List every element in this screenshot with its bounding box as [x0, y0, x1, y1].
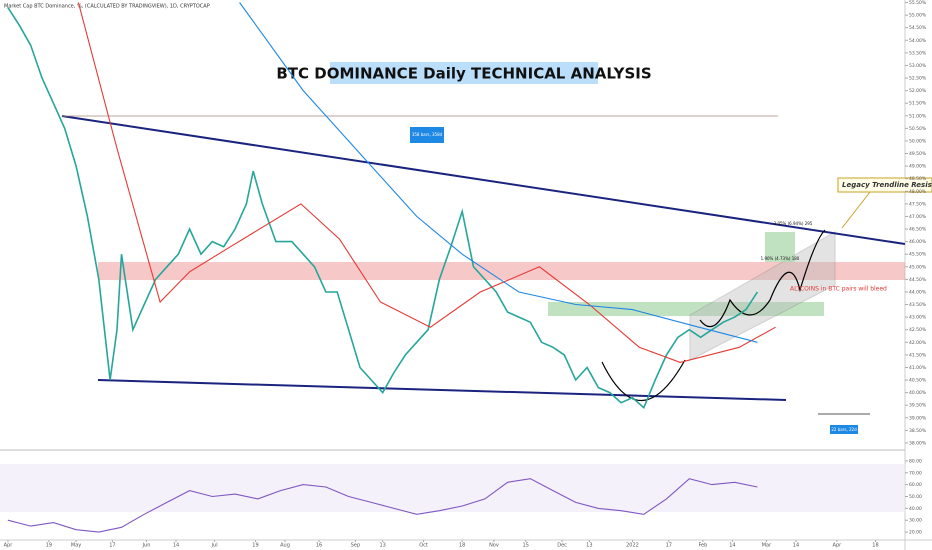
y-tick-label: 50.00% — [909, 138, 927, 144]
y-tick-label: 40.00 — [909, 506, 922, 512]
y-tick-label: 47.50% — [909, 201, 927, 207]
x-tick-label: Feb — [698, 543, 707, 549]
y-tick-label: 52.00% — [909, 88, 927, 94]
y-tick-label: 38.00% — [909, 440, 927, 446]
chart-subtitle: Market Cap BTC Dominance, %, (CALCULATED… — [4, 4, 210, 10]
y-tick-label: 48.50% — [909, 176, 927, 182]
y-tick-label: 43.00% — [909, 315, 927, 321]
x-tick-label: 18 — [872, 543, 878, 549]
y-tick-label: 41.00% — [909, 365, 927, 371]
series-line — [77, 2, 776, 363]
y-tick-label: 40.00% — [909, 390, 927, 396]
y-tick-label: 45.50% — [909, 252, 927, 258]
trendline-upper — [61, 115, 906, 245]
x-tick-label: Aug — [280, 543, 290, 549]
measure-box — [410, 127, 444, 143]
series-line — [239, 2, 758, 343]
data-layer: 38.00% 38.50% 39.00% 39.50% 40.00% 40.50% 41.0… — [4, 0, 927, 548]
x-tick-label: 19 — [252, 543, 258, 549]
x-tick-label: 17 — [109, 543, 115, 549]
chart-title: BTC DOMINANCE Daily TECHNICAL ANALYSIS — [276, 65, 651, 83]
x-tick-label: 15 — [523, 543, 529, 549]
y-tick-label: 41.50% — [909, 352, 927, 358]
y-tick-label: 46.00% — [909, 239, 927, 245]
y-tick-label: 80.00 — [909, 458, 922, 464]
y-tick-label: 44.50% — [909, 277, 927, 283]
x-tick-label: 13 — [379, 543, 385, 549]
y-tick-label: 30.00 — [909, 518, 922, 524]
callout-text: Legacy Trendline Resistance — [842, 181, 932, 189]
measure-text: 1.90% (4.73%) 180 — [761, 256, 800, 261]
x-tick-label: Jun — [142, 543, 151, 549]
x-tick-label: May — [71, 543, 81, 549]
y-tick-label: 39.50% — [909, 403, 927, 409]
cup-curve — [601, 359, 686, 401]
x-tick-label: 14 — [729, 543, 735, 549]
callout-box — [837, 177, 932, 193]
y-tick-label: 54.50% — [909, 25, 927, 31]
support-zone — [548, 302, 824, 316]
projection — [699, 229, 826, 328]
y-tick-label: 49.50% — [909, 151, 927, 157]
x-tick-label: Apr — [4, 543, 14, 549]
x-tick-label: 18 — [459, 543, 465, 549]
y-tick-label: 38.50% — [909, 428, 927, 434]
y-tick-label: 55.50% — [909, 0, 927, 6]
y-tick-label: 47.00% — [909, 214, 927, 220]
rsi-band — [0, 464, 905, 512]
target-box — [765, 232, 795, 262]
resistance-zone — [98, 262, 905, 280]
y-tick-label: 50.50% — [909, 126, 927, 132]
x-tick-label: Mar — [762, 543, 772, 549]
measure-text: 22 bars, 22d — [831, 427, 857, 432]
trendline-lower — [97, 379, 787, 401]
y-tick-label: 51.00% — [909, 113, 927, 119]
x-tick-label: Jul — [211, 543, 218, 549]
x-tick-label: 14 — [793, 543, 799, 549]
x-tick-label: 19 — [46, 543, 52, 549]
x-tick-label: Apr — [833, 543, 843, 549]
y-tick-label: 39.00% — [909, 415, 927, 421]
note: ALTCOINS in BTC pairs will bleed — [790, 286, 887, 293]
title-bg — [330, 62, 598, 84]
x-tick-label: 13 — [586, 543, 592, 549]
measure-box — [830, 425, 858, 434]
y-tick-label: 54.00% — [909, 38, 927, 44]
title-box: BTC DOMINANCE Daily TECHNICAL ANALYSIS — [276, 62, 652, 84]
y-tick-label: 50.00 — [909, 494, 922, 500]
measure-text: 358 bars, 358d — [412, 132, 443, 137]
x-tick-label: 14 — [173, 543, 179, 549]
measure-text: 3.05% (6.94%) 295 — [774, 221, 813, 226]
y-tick-label: 70.00 — [909, 470, 922, 476]
x-tick-label: 2022 — [626, 543, 639, 549]
callout-line — [841, 191, 871, 229]
x-tick-label: Dec — [557, 543, 567, 549]
x-tick-label: 16 — [316, 543, 322, 549]
y-tick-label: 40.50% — [909, 378, 927, 384]
y-tick-label: 48.00% — [909, 189, 927, 195]
y-tick-label: 43.50% — [909, 302, 927, 308]
y-tick-label: 49.00% — [909, 164, 927, 170]
y-tick-label: 42.00% — [909, 340, 927, 346]
x-tick-label: 17 — [666, 543, 672, 549]
series-line — [7, 7, 759, 410]
y-tick-label: 44.00% — [909, 289, 927, 295]
series-line — [7, 478, 758, 533]
y-tick-label: 55.00% — [909, 13, 927, 19]
y-tick-label: 52.50% — [909, 76, 927, 82]
y-tick-label: 42.50% — [909, 327, 927, 333]
y-tick-label: 53.50% — [909, 50, 927, 56]
y-tick-label: 60.00 — [909, 482, 922, 488]
y-tick-label: 51.50% — [909, 101, 927, 107]
x-tick-label: Oct — [419, 543, 428, 549]
y-tick-label: 45.00% — [909, 264, 927, 270]
x-tick-label: Sep — [351, 543, 360, 549]
y-tick-label: 46.50% — [909, 227, 927, 233]
x-tick-label: Nov — [489, 543, 499, 549]
y-tick-label: 20.00 — [909, 530, 922, 536]
y-tick-label: 53.00% — [909, 63, 927, 69]
